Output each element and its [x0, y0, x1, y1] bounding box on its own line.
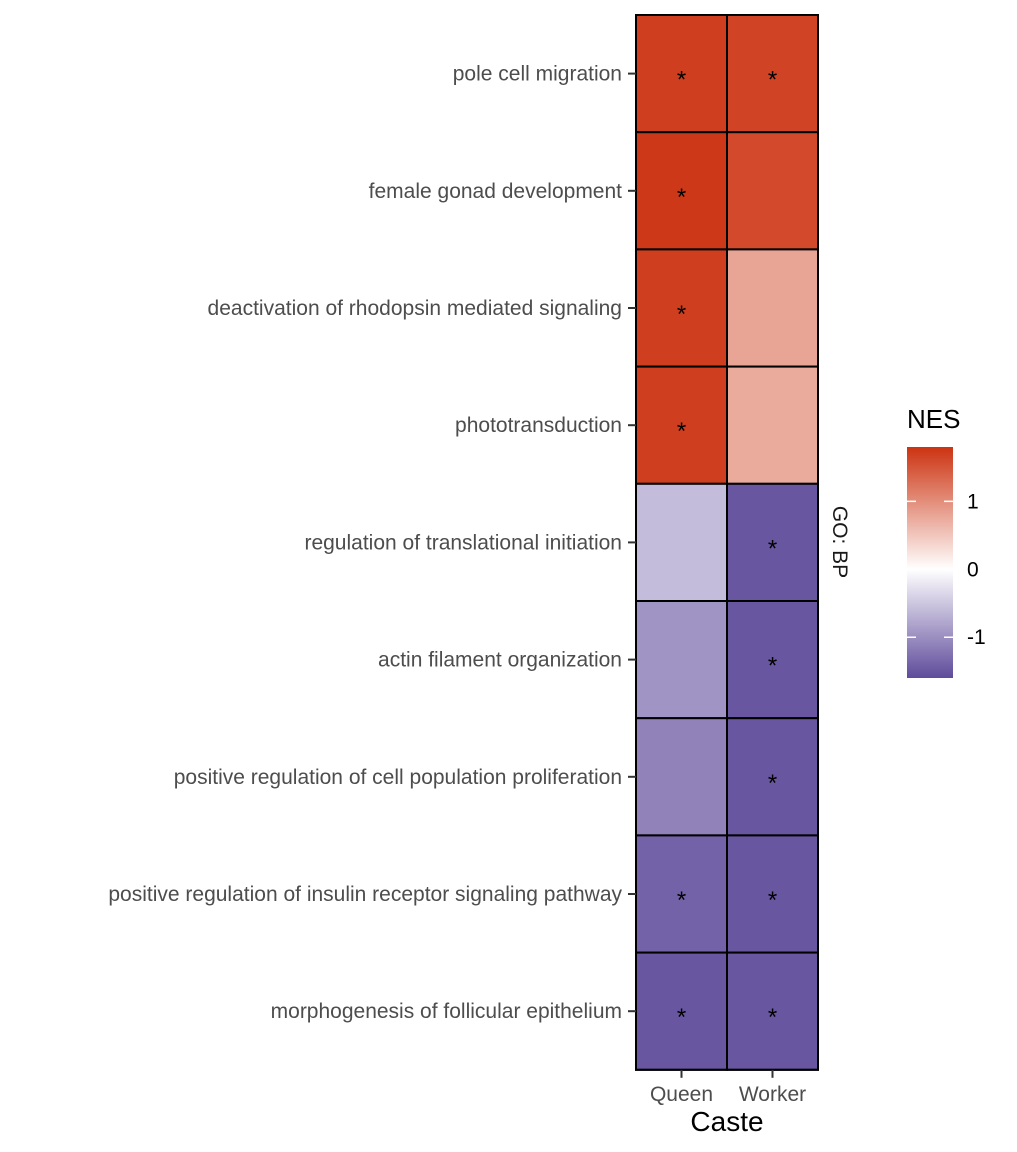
row-labels: pole cell migration female gonad developm…	[108, 63, 636, 1023]
column-labels: Queen Worker	[650, 1069, 806, 1106]
significance-star: *	[677, 301, 686, 328]
heatmap-cell	[726, 951, 819, 1071]
legend-title: NES	[907, 404, 960, 434]
heatmap-cell	[726, 365, 819, 485]
significance-star: *	[768, 1004, 777, 1031]
significance-star: *	[677, 887, 686, 914]
significance-star: *	[677, 1004, 686, 1031]
row-label: phototransduction	[455, 414, 622, 437]
significance-star: *	[677, 67, 686, 94]
facet-strip-label: GO: BP	[828, 506, 851, 578]
row-label: pole cell migration	[453, 63, 622, 86]
heatmap-tiles	[635, 14, 819, 1071]
row-label: deactivation of rhodopsin mediated signa…	[208, 297, 622, 320]
legend-tick-label: -1	[967, 626, 986, 649]
heatmap-cell	[726, 717, 819, 837]
significance-star: *	[768, 653, 777, 680]
legend-tick-label: 1	[967, 490, 979, 513]
legend-colorbar	[907, 447, 953, 678]
significance-star: *	[677, 418, 686, 445]
row-label: regulation of translational initiation	[304, 531, 622, 554]
x-axis-title: Caste	[690, 1106, 763, 1137]
row-label: morphogenesis of follicular epithelium	[271, 1000, 622, 1023]
row-label: actin filament organization	[378, 649, 622, 672]
row-label: female gonad development	[369, 180, 623, 203]
column-label: Queen	[650, 1083, 713, 1106]
heatmap-cell	[726, 14, 819, 134]
row-label: positive regulation of cell population p…	[174, 766, 622, 789]
significance-star: *	[768, 535, 777, 562]
heatmap-cell	[635, 600, 728, 720]
heatmap-cell	[726, 248, 819, 368]
heatmap-cell	[635, 131, 728, 251]
heatmap-cell	[635, 14, 728, 134]
heatmap-cell	[726, 834, 819, 954]
significance-star: *	[768, 67, 777, 94]
legend-ticks: 1 0 -1	[907, 490, 986, 649]
color-legend: NES 1 0 -1	[907, 404, 986, 678]
heatmap-cell	[726, 482, 819, 602]
heatmap-cell	[635, 482, 728, 602]
row-label: positive regulation of insulin receptor …	[108, 883, 622, 906]
column-label: Worker	[739, 1083, 806, 1106]
heatmap-cell	[726, 131, 819, 251]
heatmap-cell	[635, 717, 728, 837]
significance-markers: * * * * * * * * * * * *	[677, 67, 777, 1032]
significance-star: *	[677, 184, 686, 211]
significance-star: *	[768, 887, 777, 914]
legend-tick-label: 0	[967, 558, 979, 581]
significance-star: *	[768, 770, 777, 797]
